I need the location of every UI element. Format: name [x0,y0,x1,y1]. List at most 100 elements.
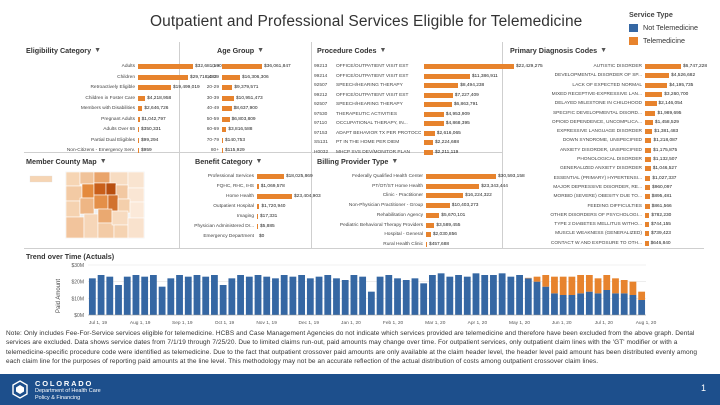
filter-icon[interactable]: ▼ [255,158,263,165]
diagnosis-row[interactable]: MIXED RECEPTIVE-EXPRESSIVE LAN... $3,260,… [505,91,720,98]
procedure-bar[interactable] [424,102,452,107]
diagnosis-bar[interactable] [645,184,651,190]
diagnosis-bar[interactable] [645,129,653,135]
trend-bar-not-telemedicine[interactable] [193,275,201,315]
trend-bar-not-telemedicine[interactable] [420,283,428,315]
trend-bar-not-telemedicine[interactable] [289,276,297,315]
filter-icon[interactable]: ▼ [600,47,608,54]
diagnosis-row[interactable]: ANXIETY DISORDER, UNSPECIFIED $1,175,875 [505,147,720,154]
age-bar[interactable] [222,95,234,101]
trend-bar-not-telemedicine[interactable] [350,275,358,315]
trend-bar-not-telemedicine[interactable] [202,276,210,315]
procedure-row[interactable]: 99213 OFFICE/OUTPATIENT VISIT EST $22,429,… [314,63,559,70]
procedure-bar[interactable] [424,121,444,126]
procedure-bar[interactable] [424,64,514,69]
eligibility-bar[interactable] [138,85,171,90]
trend-bar-not-telemedicine[interactable] [542,286,550,315]
trend-bar-not-telemedicine[interactable] [228,278,236,315]
benefit-bar[interactable] [257,204,260,209]
trend-bar-telemedicine[interactable] [577,275,585,294]
filter-icon[interactable]: ▼ [257,47,265,54]
benefit-row[interactable]: Home Health $23,404,903 [180,193,337,200]
trend-bar-not-telemedicine[interactable] [385,275,393,315]
diagnosis-row[interactable]: ESSENTIAL (PRIMARY) HYPERTENSI... $1,027,… [505,175,720,182]
billing-row[interactable]: Rehabilitation Agency $5,670,101 [314,212,541,219]
diagnosis-row[interactable]: EXPRESSIVE LANGUAGE DISORDER $1,381,483 [505,128,720,135]
billing-bar[interactable] [426,203,450,209]
trend-bar-not-telemedicine[interactable] [176,275,183,315]
diagnosis-bar[interactable] [645,82,668,88]
trend-bar-not-telemedicine[interactable] [498,273,506,315]
eligibility-bar[interactable] [138,106,143,111]
trend-bar-not-telemedicine[interactable] [167,278,175,315]
diagnosis-row[interactable]: AUTISTIC DISORDER $6,747,228 [505,63,720,70]
trend-bar-not-telemedicine[interactable] [551,293,558,315]
billing-row[interactable]: Non-Physician Practitioner - Group $10,40… [314,202,541,209]
diagnosis-bar[interactable] [645,231,649,237]
eligibility-row[interactable]: Pregnant Adults $1,042,797 [26,116,238,123]
trend-bar-not-telemedicine[interactable] [211,275,218,315]
billing-row[interactable]: Hospital - General $2,030,856 [314,231,541,238]
diagnosis-row[interactable]: FEEDING DIFFICULTIES $861,566 [505,203,720,210]
trend-bar-not-telemedicine[interactable] [376,276,384,315]
billing-bar[interactable] [426,183,480,189]
age-row[interactable]: 80+ $115,929 [182,147,307,154]
diagnosis-bar[interactable] [645,212,650,218]
trend-bar-not-telemedicine[interactable] [559,295,567,315]
diagnosis-bar[interactable] [645,119,653,125]
trend-bar-not-telemedicine[interactable] [254,275,262,315]
billing-row[interactable]: Clinic - Practitioner $16,224,322 [314,192,541,199]
diagnosis-row[interactable]: TYPE 2 DIABETES MELLITUS WITHO... $744,15… [505,221,720,228]
trend-bar-not-telemedicine[interactable] [280,275,288,315]
benefit-row[interactable]: Imaging $17,331 [180,213,337,220]
trend-bar-not-telemedicine[interactable] [333,278,340,315]
billing-bar[interactable] [426,232,431,238]
benefit-row[interactable]: Outpatient Hospital $1,720,940 [180,203,337,210]
diagnosis-bar[interactable] [645,166,651,172]
trend-bar-not-telemedicine[interactable] [141,276,149,315]
procedure-row[interactable]: 97153 ADAPT BEHAVIOR TX PER PROTOCOL $2,61… [314,130,559,137]
trend-bar-not-telemedicine[interactable] [629,295,637,315]
diagnosis-bar[interactable] [645,240,649,246]
eligibility-row[interactable]: Children $29,718,433 [26,74,238,81]
eligibility-bar[interactable] [138,74,189,80]
benefit-row[interactable]: Emergency Department $0 [180,233,337,240]
age-row[interactable]: 20-29 $9,379,571 [182,84,307,91]
eligibility-row[interactable]: Retroactively Eligible $19,499,019 [26,84,238,91]
eligibility-bar[interactable] [138,95,146,101]
trend-bar-telemedicine[interactable] [585,275,593,292]
trend-bar-not-telemedicine[interactable] [446,276,454,315]
age-bar[interactable] [222,85,233,90]
trend-bar-not-telemedicine[interactable] [132,275,140,315]
procedure-bar[interactable] [424,92,453,98]
eligibility-bar[interactable] [138,137,139,143]
trend-bar-not-telemedicine[interactable] [620,293,628,315]
billing-bar[interactable] [426,212,440,218]
trend-bar-not-telemedicine[interactable] [341,280,349,315]
trend-bar-not-telemedicine[interactable] [577,293,585,315]
trend-bar-not-telemedicine[interactable] [263,276,271,315]
age-bar[interactable] [222,64,262,69]
procedure-row[interactable]: 99212 OFFICE/OUTPATIENT VISIT EST $7,227,4… [314,92,559,99]
benefit-row[interactable]: Professional Services $18,025,869 [180,173,337,180]
benefit-bar[interactable] [257,224,258,229]
trend-bar-not-telemedicine[interactable] [603,290,611,315]
trend-bar-not-telemedicine[interactable] [315,276,323,315]
eligibility-row[interactable]: Adults $32,681,190 [26,63,238,70]
trend-bar-not-telemedicine[interactable] [106,276,114,315]
trend-bar-not-telemedicine[interactable] [219,285,227,315]
eligibility-row[interactable]: Adults Over 65 $350,331 [26,126,238,133]
diagnosis-row[interactable]: DEVELOPMENTAL DISORDER OF SP... $4,526,68… [505,72,720,79]
trend-bar-telemedicine[interactable] [559,276,567,295]
billing-bar[interactable] [426,174,496,179]
age-bar[interactable] [222,116,230,122]
trend-bar-not-telemedicine[interactable] [585,291,593,315]
eligibility-bar[interactable] [138,64,193,69]
trend-bar-not-telemedicine[interactable] [123,276,131,315]
diagnosis-row[interactable]: GENERALIZED ANXIETY DISORDER $1,046,527 [505,165,720,172]
procedure-bar[interactable] [424,83,459,88]
diagnosis-bar[interactable] [645,91,663,97]
filter-icon[interactable]: ▼ [391,158,399,165]
trend-bar-not-telemedicine[interactable] [472,273,480,315]
trend-bar-not-telemedicine[interactable] [411,278,419,315]
